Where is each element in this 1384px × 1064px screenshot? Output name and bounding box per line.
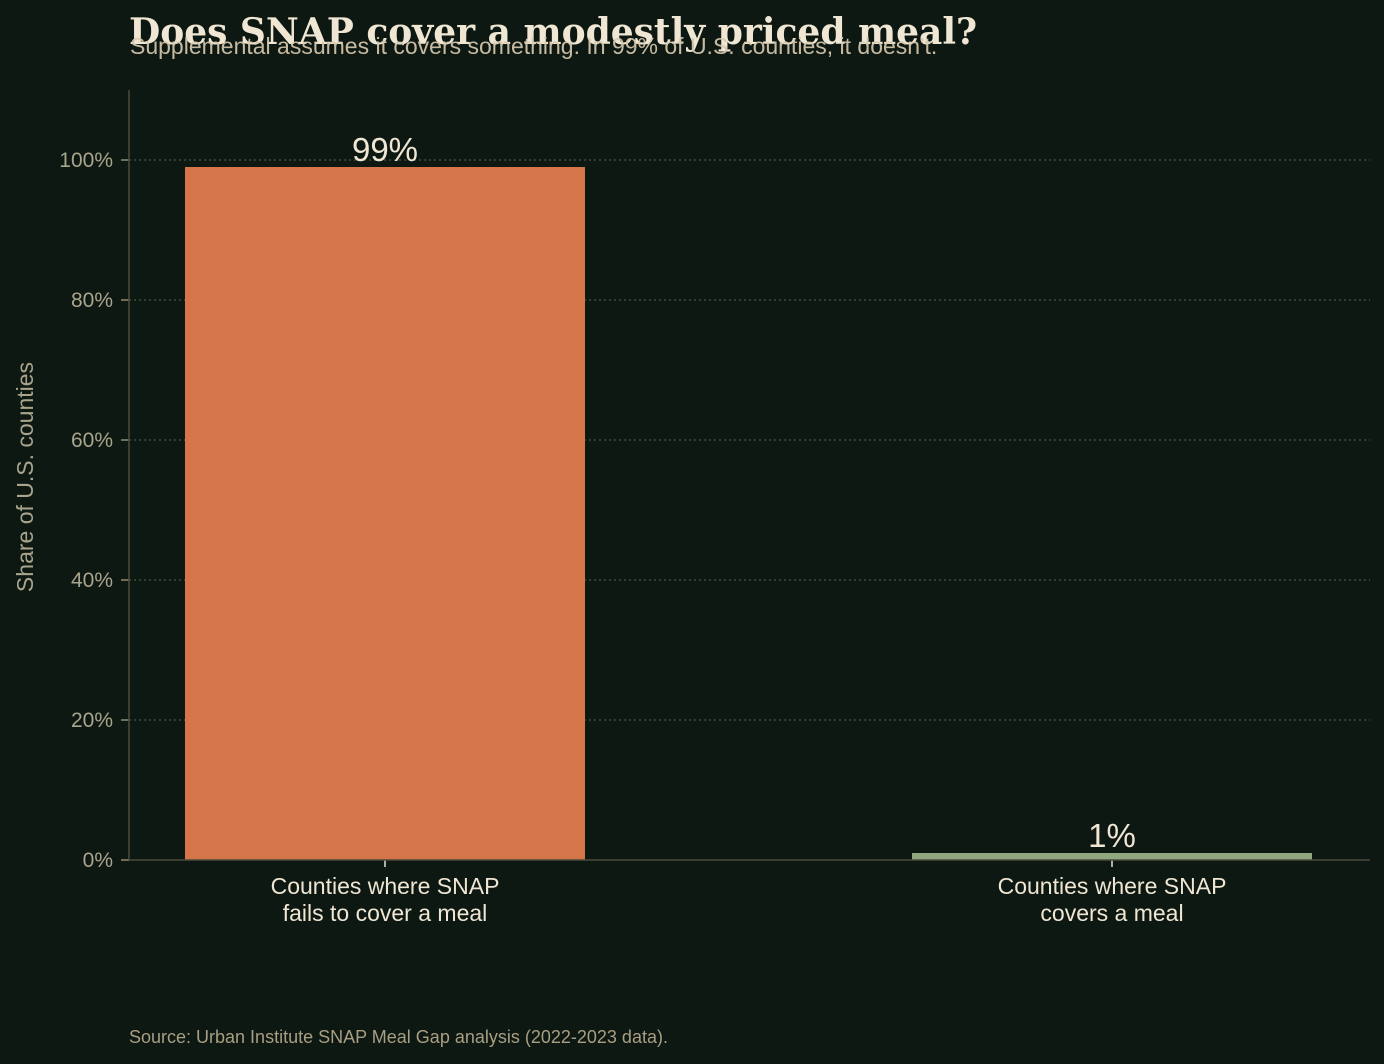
- y-tick-label: 60%: [71, 429, 113, 452]
- bar-value-label: 1%: [1088, 817, 1136, 854]
- chart-subtitle: Supplemental assumes it covers something…: [130, 33, 938, 59]
- x-category-label: fails to cover a meal: [283, 900, 488, 926]
- y-tick-label: 80%: [71, 289, 113, 312]
- y-tick-label: 100%: [59, 149, 113, 172]
- x-category-label: Counties where SNAP: [998, 873, 1227, 899]
- x-category-label: Counties where SNAP: [271, 873, 500, 899]
- bar-value-label: 99%: [352, 131, 418, 168]
- y-tick-label: 0%: [83, 849, 113, 872]
- axes: 0% 20% 40% 60% 80% 100% Share of U.S. counties: [12, 90, 1370, 872]
- x-category-label: covers a meal: [1040, 900, 1183, 926]
- bar-chart: 0% 20% 40% 60% 80% 100% Share of U.S. counties…: [12, 90, 1370, 926]
- y-tick-label: 40%: [71, 569, 113, 592]
- y-tick-label: 20%: [71, 709, 113, 732]
- bars: [185, 167, 1312, 860]
- y-axis-label: Share of U.S. counties: [12, 362, 38, 592]
- bar: [912, 853, 1312, 860]
- chart-title: Does SNAP cover a modestly priced meal?: [129, 11, 978, 53]
- bar: [185, 167, 585, 860]
- source-note: Source: Urban Institute SNAP Meal Gap an…: [129, 1027, 668, 1047]
